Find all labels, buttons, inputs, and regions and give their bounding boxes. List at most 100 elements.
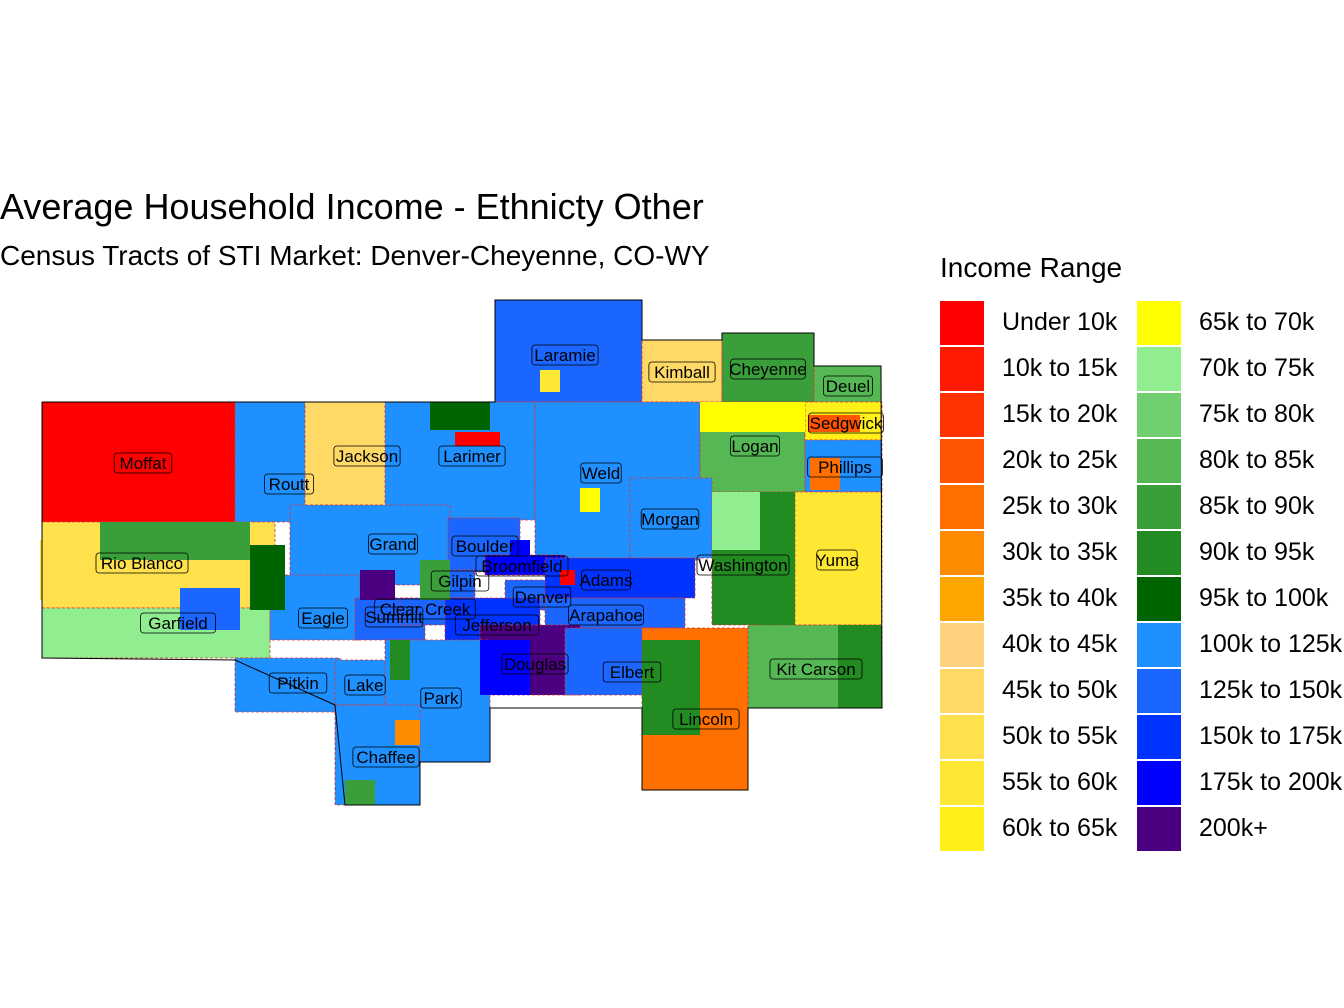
county-name: Broomfield	[481, 557, 562, 576]
county-label: Grand	[368, 533, 418, 555]
legend-swatch	[940, 623, 984, 667]
county-label-box	[368, 533, 418, 555]
county-label-box	[333, 445, 401, 467]
county-label-box	[807, 456, 883, 478]
legend-swatch	[940, 393, 984, 437]
county-label: Summit	[364, 606, 424, 628]
tract-region	[838, 625, 882, 708]
legend-item: 75k to 80k	[1137, 392, 1337, 438]
county-label: Clear Creek	[374, 598, 476, 620]
choropleth-map: Laramie Kimball Cheyenne Deuel Moffat Routt Ja…	[40, 299, 884, 806]
legend-item: 125k to 150k	[1137, 668, 1342, 714]
county-label: Sedgwick	[808, 412, 884, 434]
legend-label: 70k to 75k	[1199, 354, 1315, 382]
county-label: Jackson	[333, 445, 401, 467]
tract-region	[420, 560, 450, 600]
county-name: Washington	[698, 556, 787, 575]
tract-region	[345, 780, 375, 805]
legend-swatch	[940, 669, 984, 713]
legend-item: 85k to 90k	[1137, 484, 1337, 530]
county-label: Rio Blanco	[95, 552, 189, 574]
legend-item: 70k to 75k	[1137, 346, 1337, 392]
legend-item: 175k to 200k	[1137, 760, 1342, 806]
county-label: Denver	[512, 586, 572, 608]
legend-label: 45k to 50k	[1002, 676, 1118, 704]
county-name: Grand	[369, 535, 416, 554]
county-name: Denver	[515, 588, 570, 607]
legend-item: Under 10k	[940, 300, 1140, 346]
county-label: Logan	[730, 435, 780, 457]
tract-region	[390, 640, 410, 680]
legend-item: 80k to 85k	[1137, 438, 1337, 484]
county-name: Kimball	[654, 363, 710, 382]
legend-item: 100k to 125k	[1137, 622, 1342, 668]
county-label-box	[808, 412, 884, 434]
county-label: Yuma	[815, 549, 859, 571]
county-name: Garfield	[148, 614, 208, 633]
county-label-box	[438, 445, 506, 467]
tract-region	[40, 540, 100, 600]
legend-label: 200k+	[1199, 814, 1268, 842]
county-label-box	[95, 552, 189, 574]
legend-swatch	[1137, 577, 1181, 621]
county-label-box	[602, 661, 662, 683]
county-name: Cheyenne	[729, 360, 807, 379]
county-name: Phillips	[818, 458, 872, 477]
legend-label: 15k to 20k	[1002, 400, 1118, 428]
legend-label: 20k to 25k	[1002, 446, 1118, 474]
county-name: Logan	[731, 437, 778, 456]
county-name: Boulder	[456, 537, 515, 556]
tract-region	[712, 492, 760, 550]
legend-item: 20k to 25k	[940, 438, 1140, 484]
county-label-box	[268, 672, 328, 694]
legend-swatch	[940, 485, 984, 529]
county-label-box	[672, 708, 740, 730]
county-label: Chaffee	[352, 746, 420, 768]
legend-label: 150k to 175k	[1199, 722, 1343, 750]
market-outline	[41, 299, 883, 806]
county-label-box	[730, 358, 806, 380]
tract-region	[700, 402, 805, 432]
legend-label: 10k to 15k	[1002, 354, 1118, 382]
tract-region	[540, 370, 560, 392]
county-label: Lake	[344, 674, 386, 696]
county-name: Yuma	[815, 551, 859, 570]
county-label-box	[344, 674, 386, 696]
tract-region	[808, 415, 860, 432]
county-name: Eagle	[301, 609, 344, 628]
county-label: Moffat	[113, 452, 173, 474]
legend-label: 55k to 60k	[1002, 768, 1118, 796]
county-region	[544, 557, 696, 599]
legend-item: 60k to 65k	[940, 806, 1140, 852]
legend-item: 45k to 50k	[940, 668, 1140, 714]
legend-label: 80k to 85k	[1199, 446, 1315, 474]
county-label-box	[730, 435, 780, 457]
county-name: Sedgwick	[810, 414, 883, 433]
county-label: Cheyenne	[729, 358, 807, 380]
legend-label: 85k to 90k	[1199, 492, 1315, 520]
tract-region	[430, 402, 490, 430]
county-label-box	[364, 606, 424, 628]
county-label: Kimball	[648, 361, 716, 383]
legend-label: Under 10k	[1002, 308, 1118, 336]
county-name: Rio Blanco	[101, 554, 183, 573]
county-name: Summit	[365, 608, 423, 627]
legend-swatch	[940, 715, 984, 759]
county-label: Park	[420, 687, 462, 709]
county-name: Pitkin	[277, 674, 319, 693]
county-label: Eagle	[298, 607, 348, 629]
legend-item: 15k to 20k	[940, 392, 1140, 438]
county-name: Chaffee	[356, 748, 415, 767]
county-name: Routt	[269, 475, 310, 494]
county-label: Garfield	[140, 612, 216, 634]
county-label-box	[454, 614, 540, 636]
legend-label: 75k to 80k	[1199, 400, 1315, 428]
legend-swatch	[940, 761, 984, 805]
county-label-box	[816, 549, 858, 571]
county-label: Routt	[264, 473, 314, 495]
legend-label: 65k to 70k	[1199, 308, 1315, 336]
tract-region	[762, 492, 795, 625]
legend-label: 100k to 125k	[1199, 630, 1343, 658]
county-name: Morgan	[641, 510, 699, 529]
tract-region	[455, 432, 500, 446]
